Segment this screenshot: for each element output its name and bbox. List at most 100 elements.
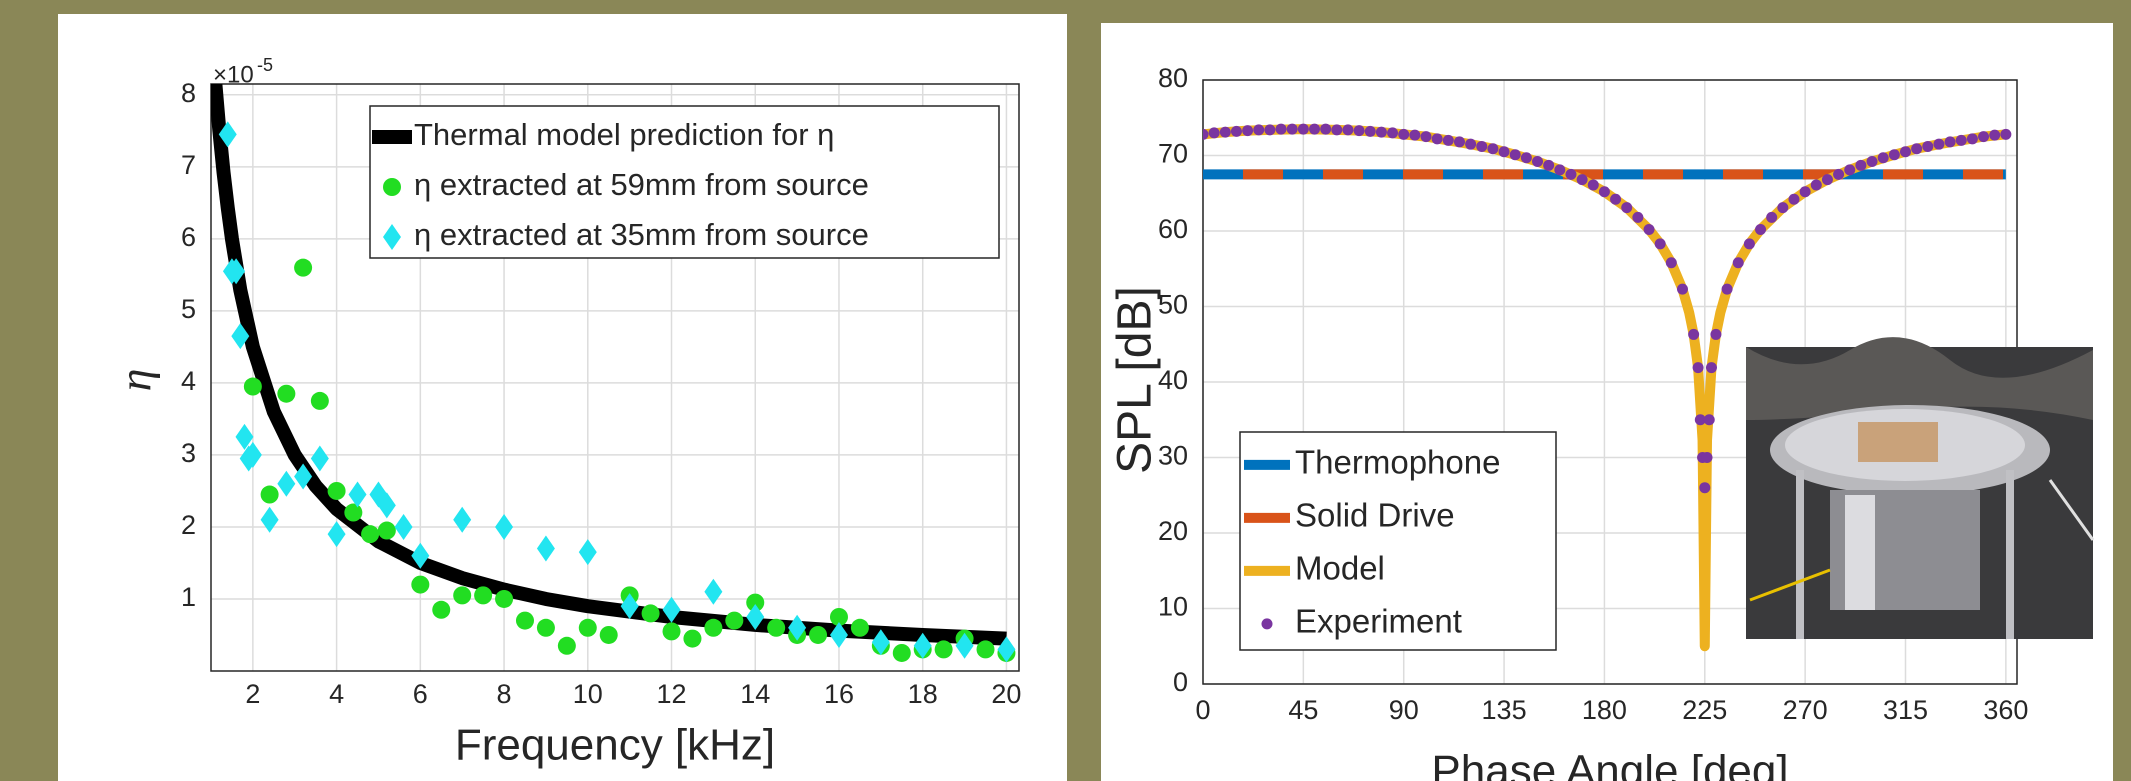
data-point [310,391,329,410]
data-point [1621,202,1633,214]
data-point [1203,128,1209,140]
data-point [1398,128,1410,140]
data-point [1598,186,1610,198]
data-point [1576,174,1588,186]
data-point [704,618,723,637]
x-axis-label: Frequency [kHz] [455,721,775,770]
data-point [536,535,555,562]
data-point [1866,156,1878,168]
data-point [1821,174,1833,186]
data-point [1705,362,1717,374]
legend-swatch [383,178,401,196]
data-point [495,513,514,540]
data-point [227,258,246,285]
data-point [327,481,346,500]
data-point [231,323,250,350]
x-tick-label: 315 [1883,695,1928,725]
y-axis-label: SPL [dB] [1109,286,1162,474]
legend-label: η extracted at 59mm from source [414,167,869,202]
data-point [1810,179,1822,191]
data-point [1688,328,1700,340]
data-point [1264,124,1276,136]
data-point [1743,238,1755,250]
x-tick-label: 18 [908,679,938,709]
data-point [377,492,396,519]
data-point [1710,328,1722,340]
data-point [1732,257,1744,269]
data-point [1219,126,1231,138]
data-point [1676,283,1688,295]
data-point [1922,140,1934,152]
data-point [725,611,744,630]
data-point [1888,149,1900,161]
data-point [243,377,262,396]
data-point [260,485,279,504]
y-tick-label: 10 [1158,592,1188,622]
data-point [1476,140,1488,152]
data-point [746,593,765,612]
legend-label: Thermal model prediction for η [414,117,834,152]
data-point [578,539,597,566]
y-tick-label: 20 [1158,516,1188,546]
data-point [453,586,472,605]
x-tick-label: 45 [1288,695,1318,725]
y-tick-label: 70 [1158,139,1188,169]
y-tick-label: 30 [1158,441,1188,471]
data-point [294,258,313,277]
data-point [2000,128,2012,140]
data-point [1899,146,1911,158]
data-point [1309,123,1321,135]
data-point [1703,414,1715,426]
data-point [218,121,237,148]
x-tick-label: 2 [245,679,260,709]
data-point [892,643,911,662]
data-point [1520,152,1532,164]
data-point [1387,127,1399,139]
x-tick-label: 270 [1783,695,1828,725]
data-point [411,542,430,569]
data-point [704,578,723,605]
y-tick-label: 80 [1158,63,1188,93]
data-point [260,506,279,533]
y-axis-label: η [110,369,161,392]
data-point [1442,134,1454,146]
x-tick-label: 90 [1389,695,1419,725]
x-tick-label: 8 [497,679,512,709]
data-point [1453,136,1465,148]
data-point [1799,186,1811,198]
data-point [1844,164,1856,176]
data-point [1833,168,1845,180]
data-point [277,470,296,497]
data-point [1665,257,1677,269]
data-point [1955,134,1967,146]
y-tick-label: 50 [1158,290,1188,320]
data-point [1409,129,1421,141]
data-point [1208,127,1220,139]
data-point [662,596,681,623]
data-point [1465,138,1477,150]
data-point [1610,193,1622,205]
data-point [1420,131,1432,143]
data-point [1766,211,1778,223]
data-point [1788,193,1800,205]
data-point [294,463,313,490]
inset-photo [1746,337,2095,639]
data-point [394,513,413,540]
x-tick-label: 10 [573,679,603,709]
data-point [1253,124,1265,136]
data-point [1242,125,1254,137]
data-point [976,640,995,659]
data-point [1342,124,1354,136]
data-point [411,575,430,594]
data-point [1431,133,1443,145]
legend-label: Experiment [1295,603,1462,640]
data-point [829,621,848,648]
data-point [235,423,254,450]
y-tick-label: 8 [181,78,196,108]
data-point [934,640,953,659]
data-point [1721,283,1733,295]
data-point [1353,125,1365,137]
data-point [474,586,493,605]
data-point [432,600,451,619]
legend-box [1239,431,1557,651]
